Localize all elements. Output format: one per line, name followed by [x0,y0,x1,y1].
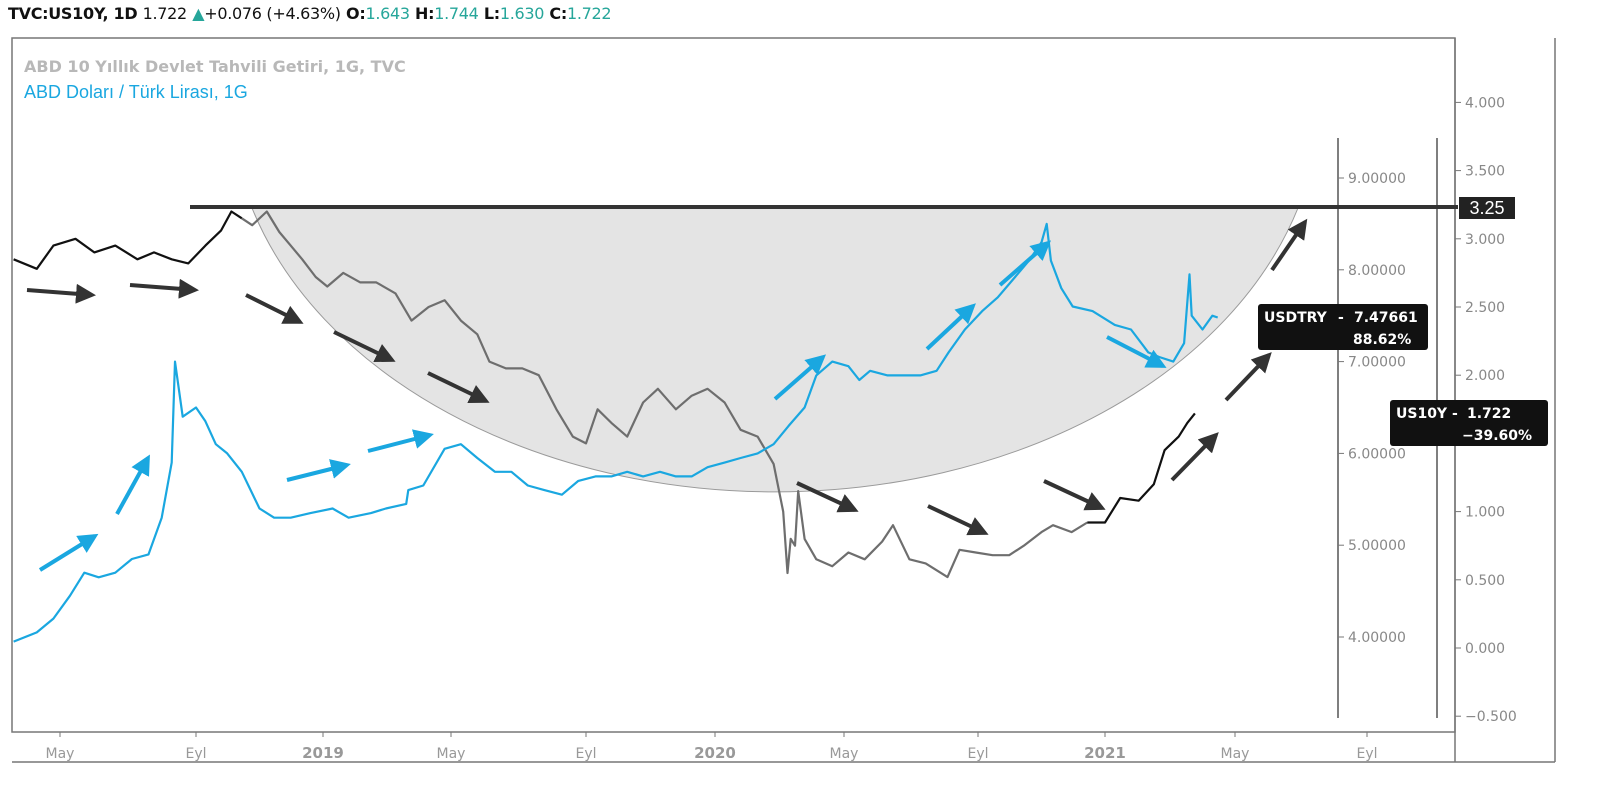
trend-arrow-dark [927,504,989,536]
trend-arrow-dark [1270,218,1308,272]
trend-arrow-dark [245,293,304,324]
usdtry-line [13,222,1219,643]
x-tick-label: Eyl [575,746,596,762]
arrow-layer [26,218,1308,572]
us10y-tick-label: 4.000 [1465,95,1505,111]
x-tick-label: 2019 [302,744,344,762]
us10y-label-value: 1.722 [1467,406,1511,422]
x-tick-label: May [1221,746,1250,762]
trend-arrow-blue [925,303,976,351]
x-tick-label: May [46,746,75,762]
symbol-label: TVC:US10Y, 1D [8,4,138,23]
us10y-tick-label: 2.500 [1465,300,1505,316]
usdtry-label-value: 7.47661 [1354,310,1418,326]
usdtry-label-box [1258,304,1428,350]
resistance-label-box [1459,197,1515,219]
us10y-label-name: US10Y [1396,406,1448,422]
x-tick-label: Eyl [967,746,988,762]
low-label: L: [483,4,500,23]
usdtry-label-name: USDTRY [1264,310,1328,326]
us10y-tick-label: 0.000 [1465,641,1505,657]
x-tick-label: Eyl [1356,746,1377,762]
resistance-label: 3.25 [1469,198,1504,218]
us10y-tick-label: 3.500 [1465,164,1505,180]
us10y-line-start [13,210,243,270]
us10y-tick-label: 0.500 [1465,573,1505,589]
trend-arrow-dark [427,371,490,404]
legend-us10y: ABD 10 Yıllık Devlet Tahvili Getiri, 1G,… [24,57,406,76]
trend-arrow-dark [1224,352,1272,402]
trend-arrow-dark [129,278,199,299]
trend-arrow-dark [26,283,96,304]
usdtry-tick-label: 6.00000 [1348,446,1406,462]
usdtry-tick-label: 8.00000 [1348,263,1406,279]
close-label: C: [549,4,567,23]
trend-arrow-blue [998,240,1052,287]
us10y-tick-label: −0.500 [1465,709,1517,725]
x-ticks: May Eyl 2019 May Eyl 2020 May Eyl 2021 May Eyl [46,732,1378,762]
trend-arrow-dark [796,481,859,513]
high-value: 1.744 [434,4,479,23]
usdtry-tick-label: 9.00000 [1348,171,1406,187]
us10y-line-faded [241,210,1088,579]
trend-arrow-blue [773,354,827,401]
trend-arrow-blue [115,454,150,515]
last-price: 1.722 [142,4,188,23]
trend-arrow-dark [1043,479,1106,511]
chart-header: TVC:US10Y, 1D 1.722 ▲+0.076 (+4.63%) O:1… [8,4,612,23]
low-value: 1.630 [499,4,545,23]
y-ticks: 4.000 3.500 3.000 2.500 2.000 1.000 0.500 0.000… [1338,95,1517,725]
legend-usdtry: ABD Doları / Türk Lirası, 1G [24,82,248,102]
us10y-tick-label: 3.000 [1465,232,1505,248]
x-tick-label: Eyl [185,746,206,762]
us10y-line-end [1087,412,1196,524]
x-tick-label: 2021 [1084,744,1126,762]
cup-shading [251,207,1299,493]
us10y-tick-label: 2.000 [1465,368,1505,384]
usdtry-label-pct: 88.62% [1353,332,1411,348]
open-label: O: [346,4,366,23]
usdtry-tick-label: 4.00000 [1348,630,1406,646]
x-tick-label: May [830,746,859,762]
trend-arrow-blue [38,533,99,572]
us10y-label-dash: - [1452,406,1458,422]
series-layer [13,210,1219,643]
trend-arrow-blue [286,459,351,482]
trend-arrow-blue [367,429,434,453]
trend-arrow-blue [1106,335,1167,368]
close-value: 1.722 [566,4,612,23]
us10y-label-box [1390,400,1548,446]
usdtry-tick-label: 5.00000 [1348,538,1406,554]
change-value: +0.076 (+4.63%) [204,4,341,23]
trend-arrow-dark [1170,432,1219,482]
usdtry-tick-label: 7.00000 [1348,355,1406,371]
x-tick-label: 2020 [694,744,736,762]
us10y-tick-label: 1.000 [1465,505,1505,521]
high-label: H: [415,4,435,23]
us10y-label-pct: −39.60% [1462,428,1532,444]
open-value: 1.643 [365,4,410,23]
usdtry-label-dash: - [1338,310,1344,326]
x-tick-label: May [437,746,466,762]
up-arrow-icon: ▲ [192,4,205,23]
trend-arrow-dark [333,330,396,363]
